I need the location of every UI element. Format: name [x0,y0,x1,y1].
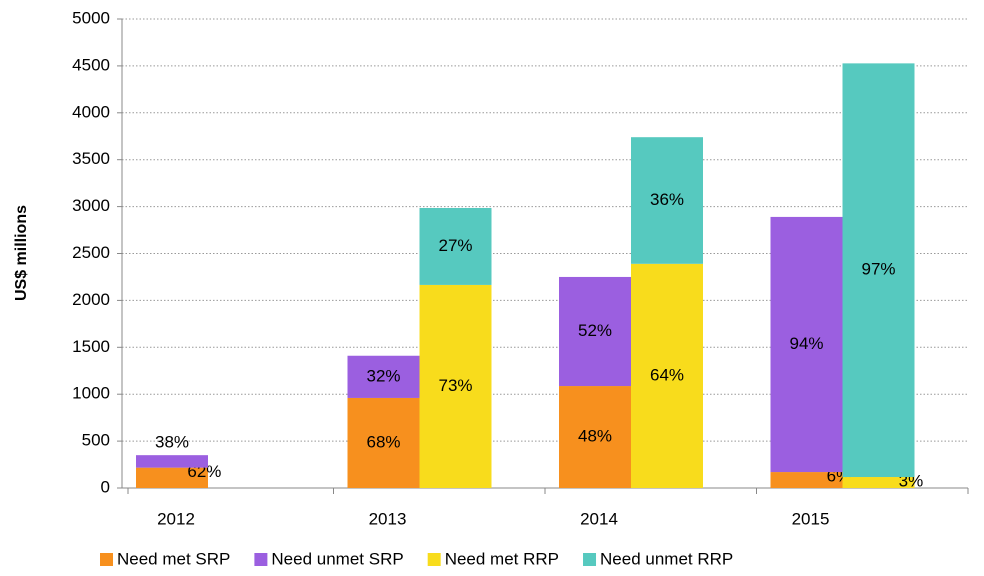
legend-swatch [100,553,113,566]
data-label: 97% [861,260,895,279]
y-tick-label: 1000 [72,384,110,403]
bar-segment [559,276,631,387]
data-label: 36% [650,190,684,209]
bar-segment [842,477,915,488]
bar-segment [419,284,492,488]
y-tick-label: 500 [82,431,110,450]
legend-swatch [254,553,268,566]
y-tick-label: 3000 [72,196,110,215]
x-tick-label: 2013 [369,509,407,528]
y-tick-label: 4000 [72,102,110,121]
data-label: 64% [650,365,684,384]
data-label: 68% [366,432,400,451]
data-label: 52% [578,321,612,340]
data-label: 94% [789,334,823,353]
data-label: 32% [366,366,400,385]
bar-segment [347,355,420,398]
data-label: 48% [578,427,612,446]
y-tick-label: 1500 [72,337,110,356]
y-tick-label: 0 [101,477,110,496]
data-label: 27% [438,236,472,255]
legend-label: Need met RRP [445,549,559,568]
x-tick-label: 2015 [792,509,830,528]
x-tick-label: 2012 [157,509,195,528]
data-label: 73% [438,376,472,395]
legend-swatch [427,553,441,566]
legend-swatch [583,553,597,566]
legend-label: Need met SRP [117,549,230,568]
y-axis-label: US$ millions [13,205,30,301]
y-tick-label: 3500 [72,149,110,168]
bar-segment [842,63,915,478]
bar-segment [136,455,208,468]
legend-label: Need unmet SRP [271,549,403,568]
bar-segment [136,467,208,488]
x-tick-label: 2014 [580,509,618,528]
y-tick-label: 5000 [72,8,110,27]
bar-segment [559,386,631,488]
data-label: 38% [155,433,189,452]
bar-segment [347,397,420,488]
bar-segment [631,137,703,264]
y-tick-label: 2500 [72,243,110,262]
bar-segment [419,208,492,285]
bar-segment [770,216,843,473]
bar-segment [770,472,843,488]
y-tick-label: 2000 [72,290,110,309]
bar-segment [631,263,703,488]
legend-label: Need unmet RRP [600,549,733,568]
y-tick-label: 4500 [72,55,110,74]
